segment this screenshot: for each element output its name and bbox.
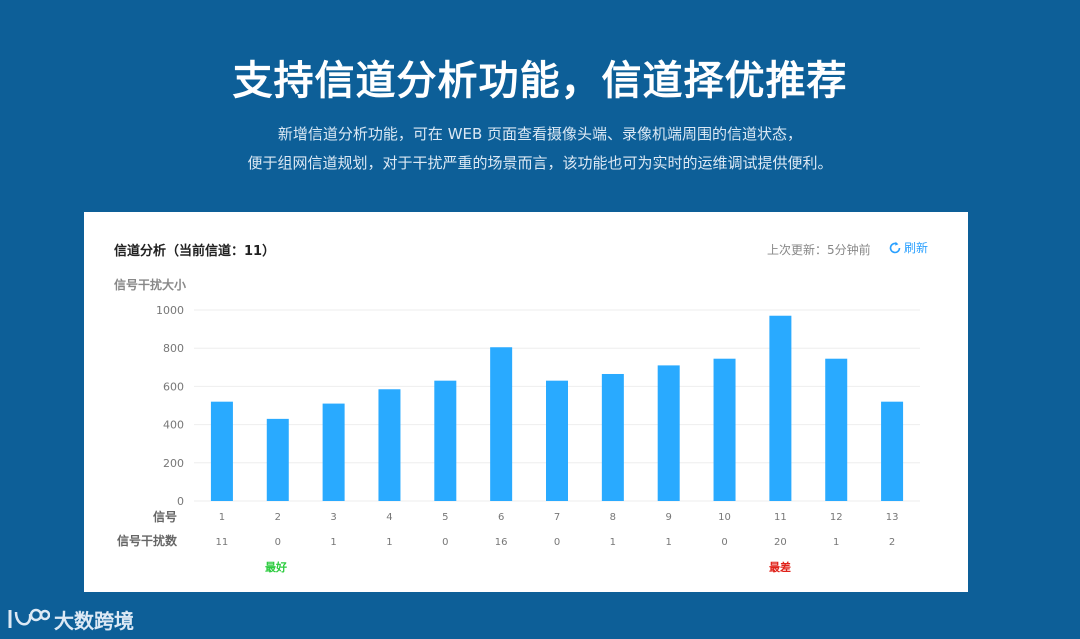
x-tick-label: 10 (718, 512, 731, 523)
y-tick-label: 0 (177, 495, 184, 508)
interference-count-label: 1 (330, 537, 336, 548)
y-tick-label: 200 (163, 457, 184, 470)
last-update-text: 上次更新：5分钟前 (767, 243, 871, 257)
channel-bar (657, 365, 680, 501)
y-tick-label: 800 (163, 342, 184, 355)
interference-count-label: 1 (386, 537, 392, 548)
description-line-1: 新增信道分析功能，可在 WEB 页面查看摄像头端、录像机端周围的信道状态， (277, 125, 803, 143)
interference-count-label: 0 (721, 537, 727, 548)
channel-bar-chart: 0200400600800100011120314150616708191100… (156, 304, 920, 548)
y-tick-label: 600 (163, 380, 184, 393)
channel-bar (713, 358, 736, 501)
page-headline: 支持信道分析功能，信道择优推荐 (232, 58, 848, 104)
interference-count-label: 11 (216, 537, 229, 548)
interference-count-label: 0 (442, 537, 448, 548)
channel-bar (490, 347, 513, 501)
interference-count-label: 20 (774, 537, 787, 548)
channel-bar (546, 380, 568, 501)
channel-bar (266, 418, 289, 501)
channel-bar (210, 401, 233, 501)
channel-row-label: 信号 (153, 510, 178, 524)
interference-count-label: 1 (666, 537, 672, 548)
x-tick-label: 4 (386, 512, 392, 523)
channel-analysis-card: 信道分析（当前信道：11） 上次更新：5分钟前 刷新 信号干扰大小 0 200 40… (84, 212, 968, 592)
x-tick-label: 3 (330, 512, 336, 523)
channel-bar (769, 315, 792, 501)
interference-count-label: 1 (833, 537, 839, 548)
x-tick-label: 8 (610, 512, 616, 523)
interference-count-label: 0 (554, 537, 560, 548)
x-tick-label: 7 (554, 512, 560, 523)
refresh-icon (888, 241, 902, 255)
channel-bar (322, 403, 345, 501)
worst-channel-label: 最差 (769, 561, 791, 574)
interference-count-label: 1 (610, 537, 616, 548)
x-tick-label: 12 (830, 512, 843, 523)
refresh-button[interactable]: 刷新 (888, 239, 928, 256)
y-axis-title: 信号干扰大小 (114, 278, 187, 292)
x-tick-label: 1 (219, 512, 225, 523)
brand-logo-icon (6, 604, 51, 634)
x-tick-label: 11 (774, 512, 787, 523)
channel-bar (881, 401, 904, 501)
brand-name: 大数跨境 (54, 608, 134, 633)
y-tick-label: 400 (163, 419, 184, 432)
description-line-2: 便于组网信道规划，对于干扰严重的场景而言，该功能也可为实时的运维调试提供便利。 (247, 154, 833, 172)
card-title: 信道分析（当前信道：11） (114, 244, 276, 259)
x-tick-label: 2 (275, 512, 281, 523)
brand-watermark: 大数跨境 (6, 604, 134, 634)
channel-bar (378, 389, 401, 501)
interference-count-row-label: 信号干扰数 (117, 534, 178, 548)
channel-bar (825, 358, 848, 501)
x-tick-label: 6 (498, 512, 504, 523)
channel-bar (601, 373, 624, 501)
channel-bar (434, 380, 457, 501)
interference-count-label: 2 (889, 537, 895, 548)
interference-count-label: 16 (495, 537, 508, 548)
x-tick-label: 5 (442, 512, 448, 523)
best-channel-label: 最好 (265, 561, 287, 574)
x-tick-label: 13 (886, 512, 899, 523)
x-tick-label: 9 (666, 512, 672, 523)
refresh-label: 刷新 (904, 241, 929, 255)
y-tick-label: 1000 (156, 304, 184, 317)
interference-count-label: 0 (275, 537, 281, 548)
